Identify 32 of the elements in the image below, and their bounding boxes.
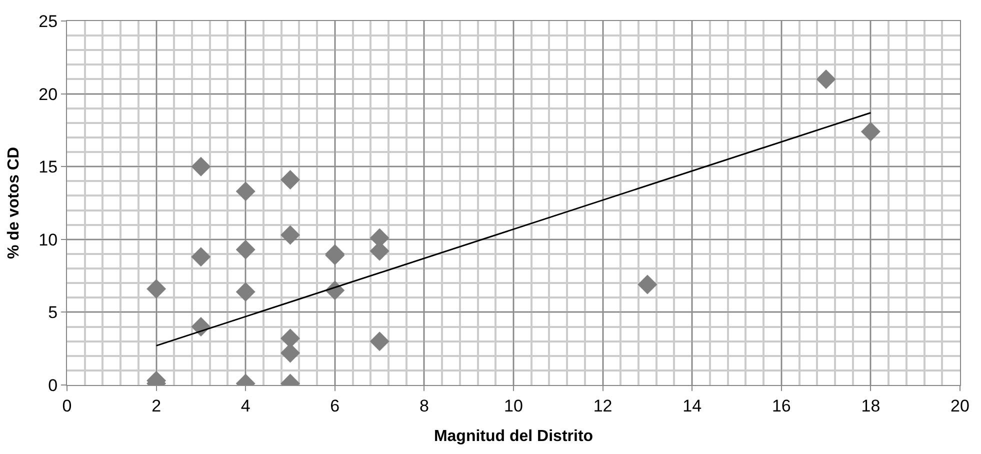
y-tick-label: 15 — [38, 158, 58, 177]
x-tick-label: 18 — [861, 396, 880, 416]
point — [236, 282, 256, 302]
point — [146, 279, 166, 299]
point — [638, 274, 658, 294]
x-tick-label: 0 — [62, 396, 72, 416]
y-tick-label: 25 — [38, 12, 58, 31]
point — [280, 170, 300, 190]
point — [236, 182, 256, 202]
x-tick-label: 6 — [330, 396, 340, 416]
point — [816, 69, 836, 89]
x-tick-label: 16 — [772, 396, 791, 416]
x-tick-label: 10 — [504, 396, 523, 416]
y-tick-label: 0 — [48, 376, 58, 395]
x-tick-label: 2 — [152, 396, 162, 416]
x-tick-label: 4 — [240, 396, 250, 416]
point — [860, 122, 880, 142]
y-tick-label: 5 — [48, 303, 58, 322]
x-tick-label: 8 — [419, 396, 429, 416]
x-tick-label: 12 — [593, 396, 612, 416]
point — [191, 156, 211, 176]
y-tick-label: 20 — [38, 84, 58, 104]
y-axis-title: % de votos CD — [6, 146, 23, 260]
x-tick-label: 14 — [682, 396, 702, 416]
point — [191, 247, 211, 267]
x-axis-title: Magnitud del Distrito — [434, 428, 594, 446]
point — [191, 317, 211, 337]
y-tick-label: 10 — [38, 230, 58, 250]
point — [280, 225, 300, 245]
x-tick-label: 20 — [950, 396, 970, 416]
point — [370, 332, 390, 352]
point — [236, 240, 256, 260]
